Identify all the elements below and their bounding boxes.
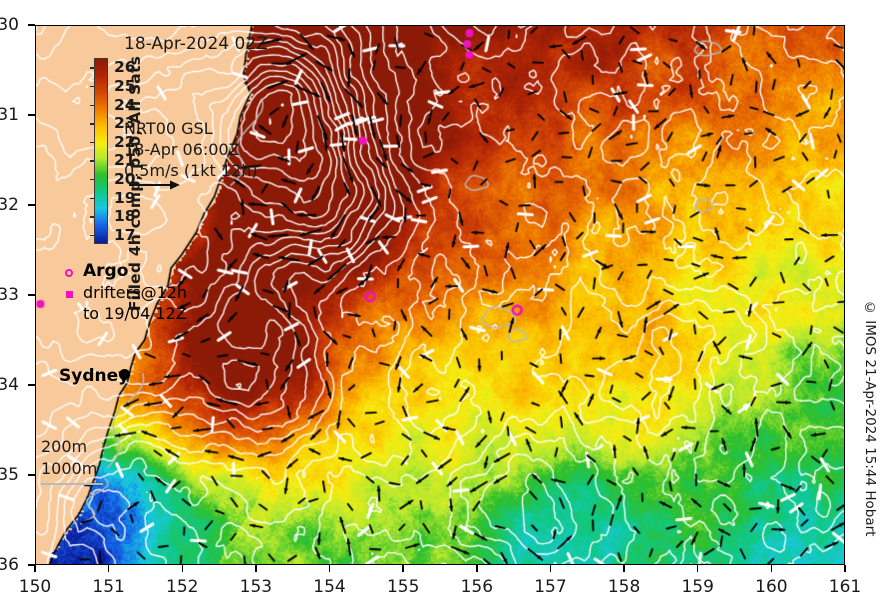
y-axis-label: -31 xyxy=(0,105,19,125)
y-axis-label: -33 xyxy=(0,285,19,305)
x-axis-tick xyxy=(844,565,846,572)
colorbar-tick-label: 26 xyxy=(114,58,136,77)
x-axis-label: 156 xyxy=(460,577,494,597)
x-axis-tick xyxy=(181,565,184,572)
colorbar: 26 25 24 23 22 21 20 19 18 17 xyxy=(90,58,136,244)
x-axis-tick xyxy=(770,565,773,572)
colorbar-tick xyxy=(90,160,94,162)
y-axis-label: -34 xyxy=(0,375,19,395)
colorbar-tick xyxy=(90,234,94,237)
x-axis-tick xyxy=(255,565,257,572)
map-plot-area[interactable]: 26 25 24 23 22 21 20 19 18 17 Filled 4h comp, p50… xyxy=(35,25,845,565)
y-axis-tick xyxy=(28,114,35,116)
argo-drifter-legend: Argo drifters@12h to 19/04 12Z xyxy=(62,261,187,324)
currents-and-contours-overlay xyxy=(36,26,844,564)
bathymetry-1000m-label: 1000m xyxy=(41,459,98,478)
y-axis-tick xyxy=(28,204,35,206)
y-axis-label: -36 xyxy=(0,555,19,575)
x-axis-tick xyxy=(34,565,36,572)
x-axis-label: 155 xyxy=(386,577,420,597)
drifter-square-icon xyxy=(62,282,76,303)
colorbar-tick xyxy=(90,178,94,181)
x-axis-label: 159 xyxy=(681,577,714,597)
colorbar-tick xyxy=(90,216,94,218)
colorbar-tick-label: 21 xyxy=(114,151,136,170)
y-axis-tick xyxy=(28,294,35,296)
colorbar-tick-label: 22 xyxy=(114,132,136,151)
argo-open-circle-icon xyxy=(62,261,76,282)
y-axis-label: -35 xyxy=(0,465,19,485)
colorbar-tick-label: 23 xyxy=(114,114,136,133)
x-axis-label: 158 xyxy=(607,577,641,597)
x-axis-label: 160 xyxy=(755,577,788,597)
colorbar-tick-label: 25 xyxy=(114,76,136,95)
colorbar-tick-label: 17 xyxy=(114,225,136,244)
bathymetry-200m-label: 200m xyxy=(41,437,88,456)
x-axis-label: 153 xyxy=(239,577,273,597)
current-time-label: 18-Apr 06:00Z xyxy=(124,140,240,159)
colorbar-tick xyxy=(90,104,94,106)
colorbar-tick xyxy=(90,85,94,88)
bathymetry-1000m-swatch xyxy=(41,483,103,485)
colorbar-tick xyxy=(90,141,94,144)
drifters-range-label: to 19/04 12Z xyxy=(83,304,187,323)
y-axis-label: -32 xyxy=(0,195,19,215)
colorbar-tick-label: 24 xyxy=(114,95,136,114)
y-axis-tick xyxy=(28,24,35,26)
bathymetry-legend: 200m 1000m xyxy=(41,436,103,485)
colorbar-tick-label: 18 xyxy=(114,207,136,226)
current-product-label: NRT00 GSL xyxy=(124,119,213,138)
x-axis-label: 161 xyxy=(828,577,862,597)
y-axis-tick xyxy=(28,564,35,566)
x-axis-tick xyxy=(623,565,625,572)
x-axis-tick xyxy=(476,565,478,572)
colorbar-tick xyxy=(90,197,94,199)
colorbar-tick xyxy=(90,123,94,125)
x-axis-tick xyxy=(328,565,331,572)
x-axis-tick xyxy=(696,565,699,572)
y-axis-tick xyxy=(28,384,35,386)
colorbar-tick-label: 20 xyxy=(114,169,136,188)
colorbar-tick xyxy=(90,67,94,69)
x-axis-label: 152 xyxy=(166,577,199,597)
x-axis-label: 157 xyxy=(534,577,567,597)
current-scale-label: 0.5m/s (1kt 12h) xyxy=(124,161,258,180)
x-axis-tick xyxy=(402,565,404,572)
y-axis-tick xyxy=(28,474,35,476)
drifters-legend-label: drifters@12h xyxy=(83,283,188,302)
date-title: 18-Apr-2024 02Z xyxy=(124,34,268,54)
argo-legend-label: Argo xyxy=(83,261,129,281)
x-axis-tick xyxy=(549,565,552,572)
x-axis-label: 150 xyxy=(18,577,52,597)
y-axis-label: -30 xyxy=(0,15,19,35)
city-label-sydney: Sydney xyxy=(59,366,130,386)
x-axis-tick xyxy=(107,565,110,572)
right-arrow-icon xyxy=(129,180,180,190)
colorbar-gradient xyxy=(94,58,108,244)
copyright-credit: © IMOS 21-Apr-2024 15:44 Hobart xyxy=(862,300,878,537)
x-axis-label: 151 xyxy=(92,577,125,597)
x-axis-label: 154 xyxy=(313,577,346,597)
colorbar-tick-label: 19 xyxy=(114,188,136,207)
city-dot-icon xyxy=(119,369,130,380)
current-overlay-info: NRT00 GSL 18-Apr 06:00Z 0.5m/s (1kt 12h) xyxy=(124,118,258,181)
